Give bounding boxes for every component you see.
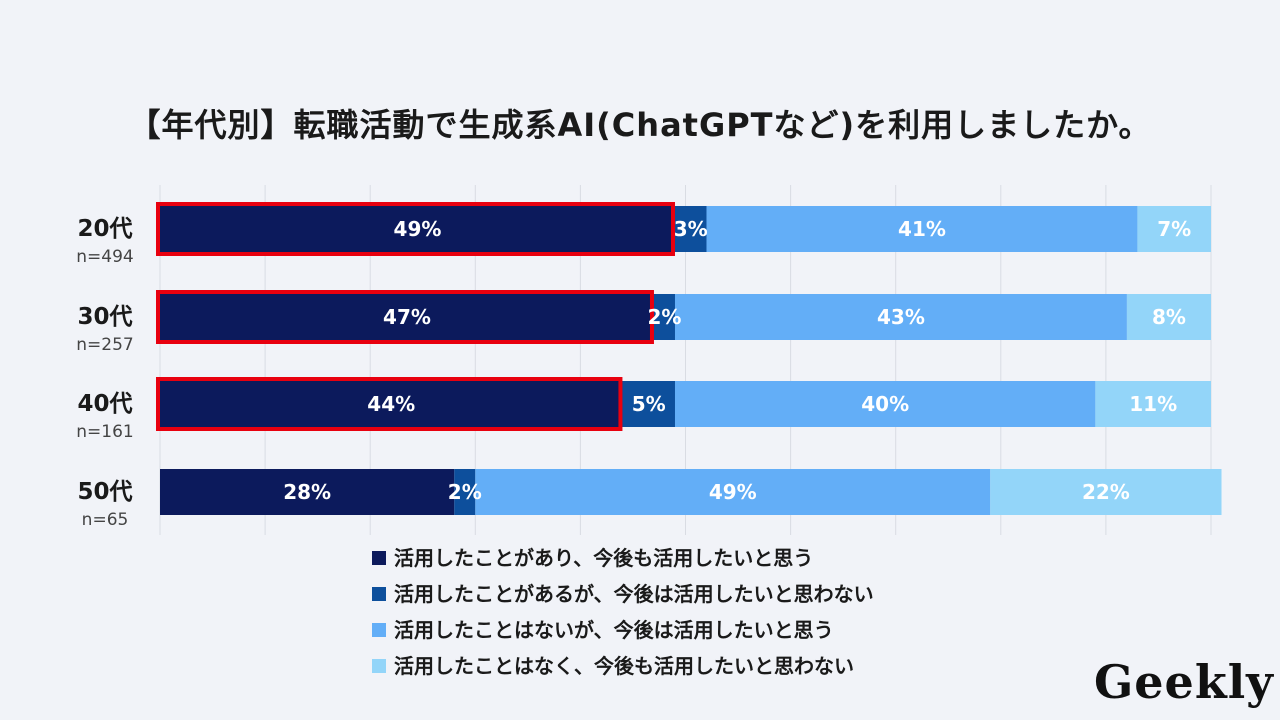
bar-segment xyxy=(454,469,476,515)
legend-label: 活用したことはなく、今後も活用したいと思わない xyxy=(394,654,854,678)
sample-size-label: n=161 xyxy=(76,422,133,442)
bar-segment xyxy=(475,469,991,515)
data-label: 22% xyxy=(1082,480,1130,504)
data-label: 41% xyxy=(898,217,946,241)
data-label: 8% xyxy=(1152,305,1186,329)
legend-swatch xyxy=(372,587,386,601)
legend-item: 活用したことはなく、今後も活用したいと思わない xyxy=(372,648,874,684)
data-label: 43% xyxy=(877,305,925,329)
data-label: 2% xyxy=(647,305,681,329)
highlight-box xyxy=(156,290,654,344)
legend-label: 活用したことがあるが、今後は活用したいと思わない xyxy=(394,582,874,606)
data-label: 44% xyxy=(367,392,415,416)
bar-segment xyxy=(674,206,707,252)
bar-segment xyxy=(706,206,1138,252)
bar-segment xyxy=(160,206,675,252)
data-label: 28% xyxy=(283,480,331,504)
legend-label: 活用したことがあり、今後も活用したいと思う xyxy=(394,546,814,570)
bar-segment xyxy=(990,469,1222,515)
legend-item: 活用したことがあり、今後も活用したいと思う xyxy=(372,540,874,576)
chart-title: 【年代別】転職活動で生成系AI(ChatGPTなど)を利用しましたか。 xyxy=(128,106,1152,144)
bar-segment xyxy=(622,381,675,427)
legend-swatch xyxy=(372,551,386,565)
bar-segment xyxy=(160,294,654,340)
legend-item: 活用したことがあるが、今後は活用したいと思わない xyxy=(372,576,874,612)
data-label: 49% xyxy=(709,480,757,504)
data-label: 3% xyxy=(674,217,708,241)
data-label: 7% xyxy=(1157,217,1191,241)
category-label: 50代 xyxy=(77,479,132,505)
data-label: 5% xyxy=(632,392,666,416)
bar-segment xyxy=(674,381,1096,427)
legend-swatch xyxy=(372,623,386,637)
category-label: 20代 xyxy=(77,216,132,242)
data-label: 47% xyxy=(383,305,431,329)
bar-segment xyxy=(1126,294,1211,340)
legend-swatch xyxy=(372,659,386,673)
legend-label: 活用したことはないが、今後は活用したいと思う xyxy=(394,618,834,642)
bar-segment xyxy=(160,381,623,427)
category-label: 40代 xyxy=(77,391,132,417)
data-label: 11% xyxy=(1129,392,1177,416)
legend-item: 活用したことはないが、今後は活用したいと思う xyxy=(372,612,874,648)
highlight-box xyxy=(156,377,623,431)
highlight-box xyxy=(156,202,675,256)
bar-segment xyxy=(1095,381,1211,427)
data-label: 2% xyxy=(448,480,482,504)
data-label: 40% xyxy=(861,392,909,416)
sample-size-label: n=65 xyxy=(82,510,129,530)
legend: 活用したことがあり、今後も活用したいと思う活用したことがあるが、今後は活用したい… xyxy=(372,540,874,684)
category-label: 30代 xyxy=(77,304,132,330)
bar-segment xyxy=(1137,206,1211,252)
bar-segment xyxy=(160,469,455,515)
sample-size-label: n=494 xyxy=(76,247,133,267)
data-label: 49% xyxy=(394,217,442,241)
sample-size-label: n=257 xyxy=(76,335,133,355)
bar-segment xyxy=(653,294,675,340)
bar-segment xyxy=(674,294,1127,340)
geekly-logo: Geekly xyxy=(1094,655,1274,709)
